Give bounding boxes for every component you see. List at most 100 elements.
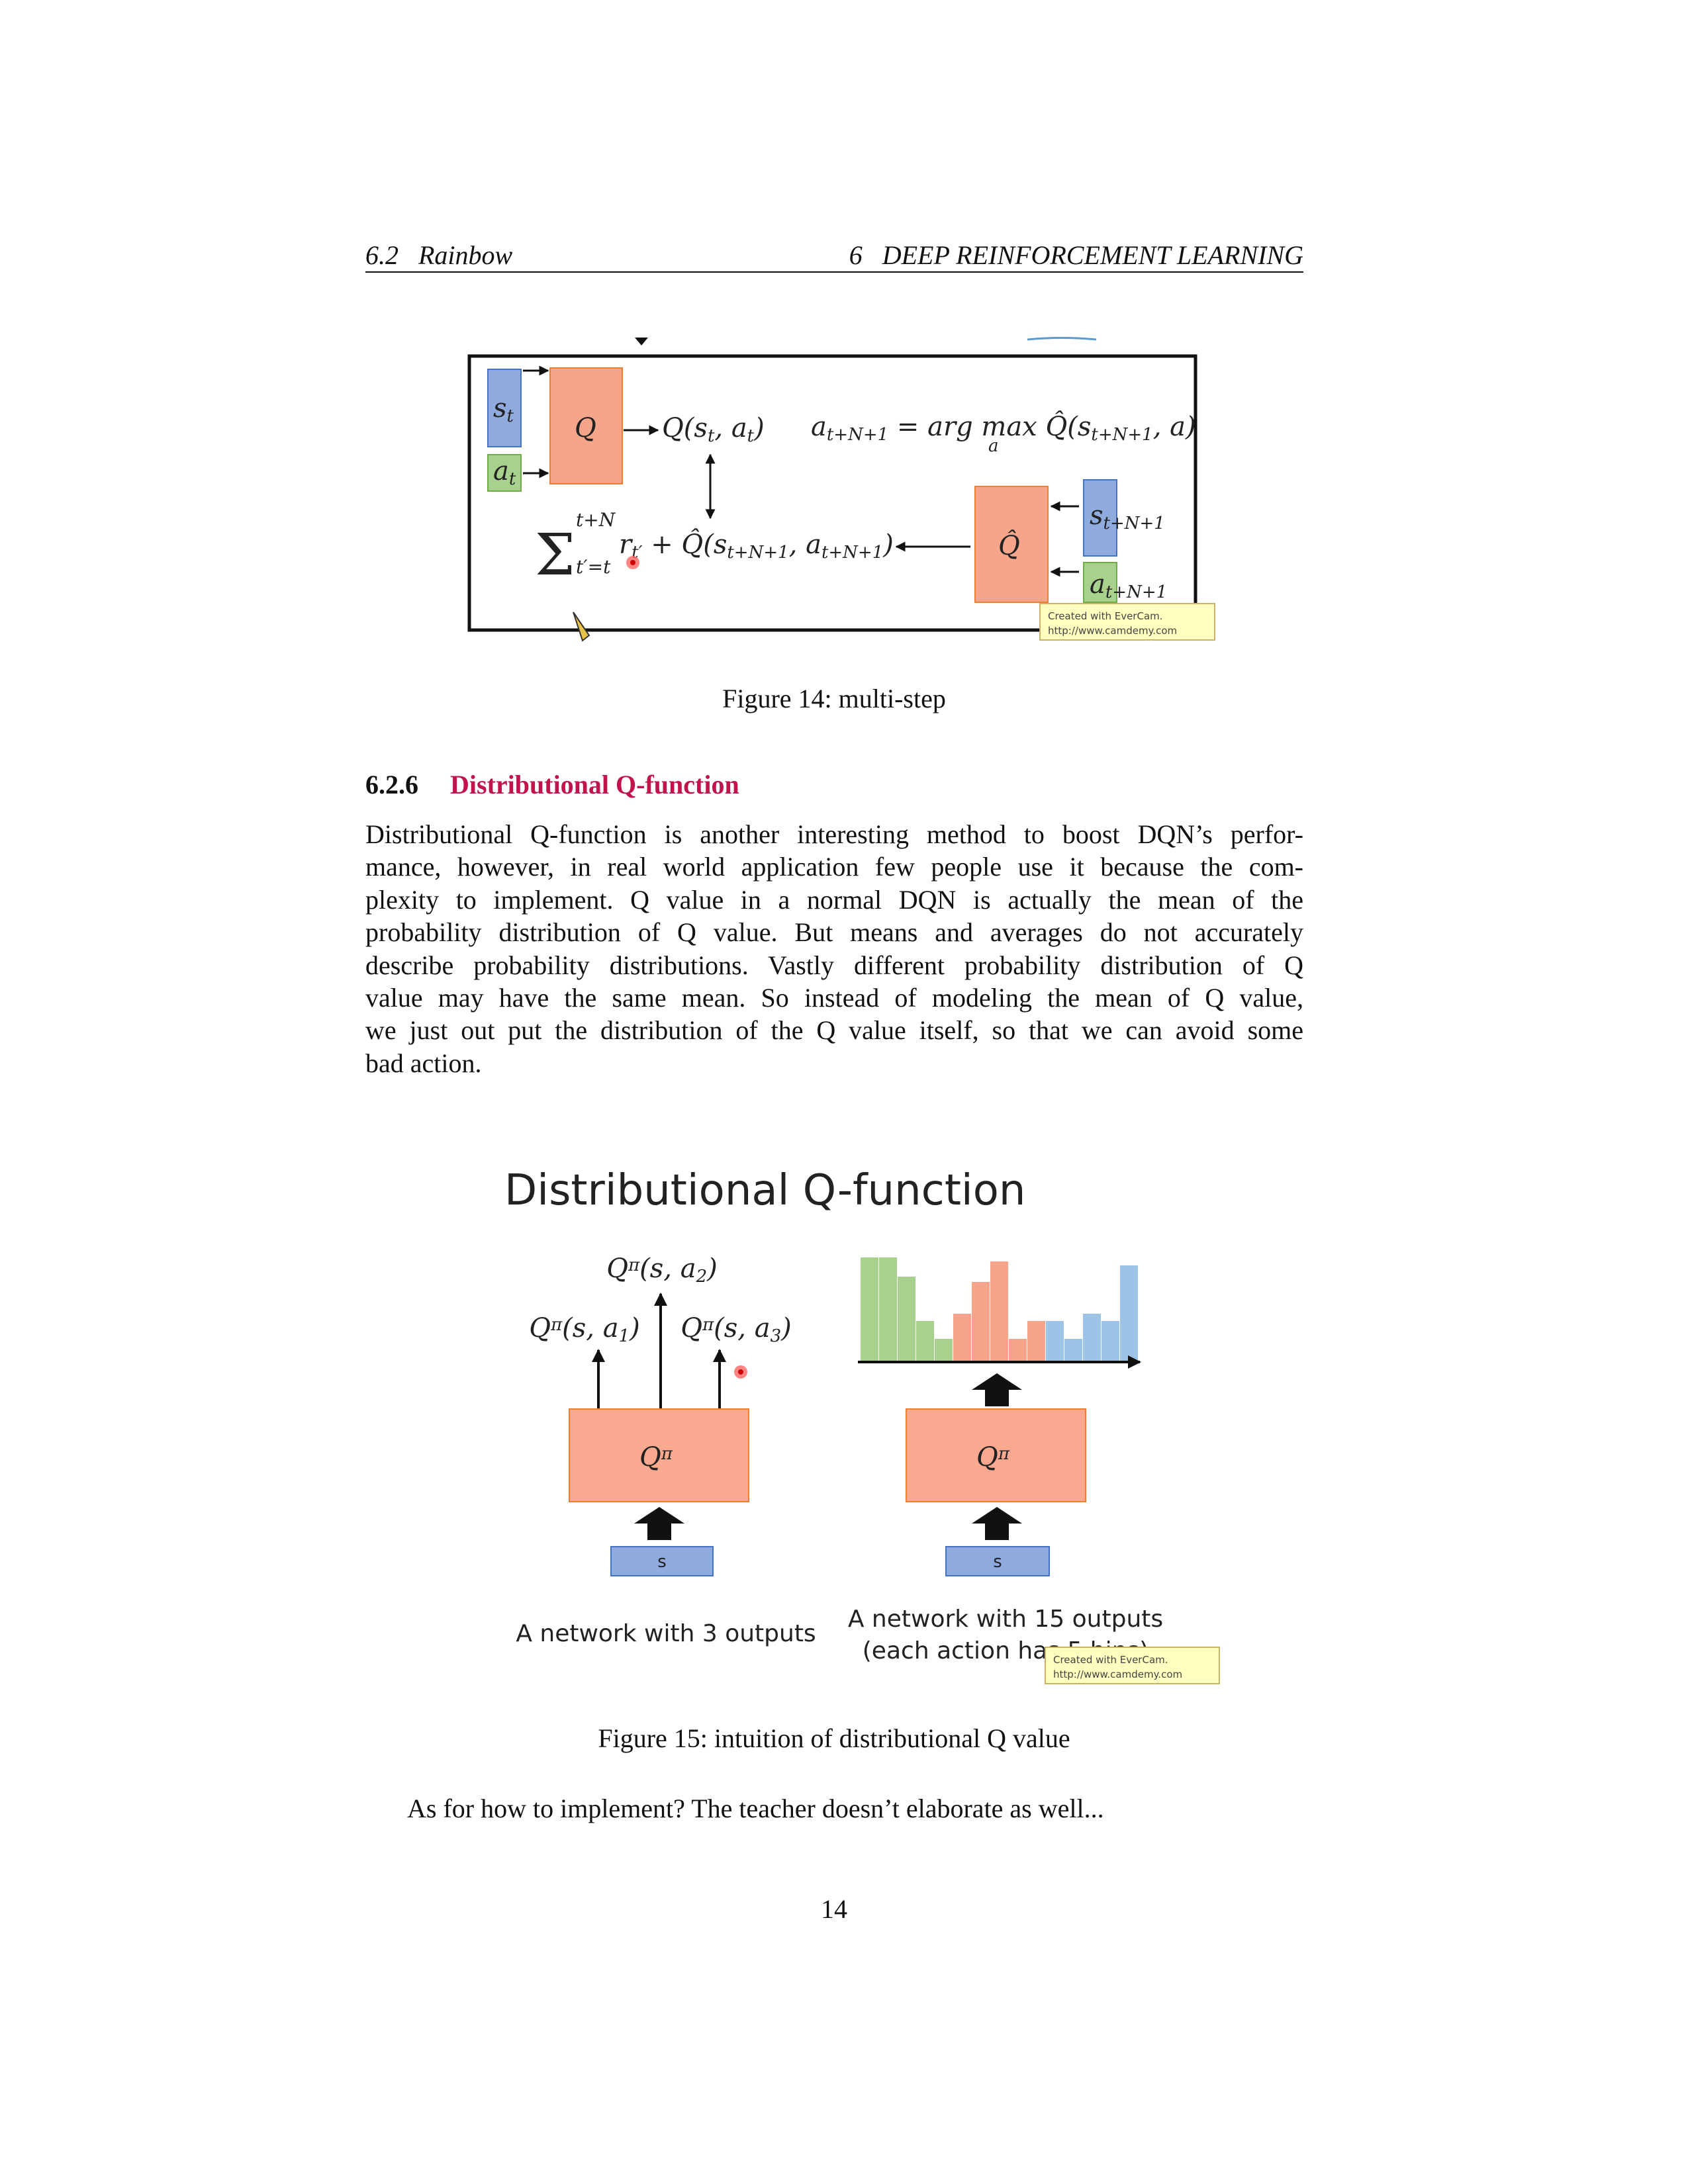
script-part: π [661, 1444, 673, 1464]
running-header-left: 6.2 Rainbow [365, 240, 512, 271]
bin [861, 1257, 878, 1361]
text-part: , a [714, 413, 747, 443]
q-hat-label: Q̂ [998, 531, 1020, 561]
section-number: 6.2.6 [365, 770, 418, 799]
frame [467, 354, 1197, 632]
text-part: ) [780, 1313, 792, 1343]
script-part: 2 [696, 1267, 708, 1287]
text-part: r [619, 529, 633, 560]
text-part: s [493, 393, 507, 424]
header-chapter-number: 6 [849, 240, 863, 270]
target-network [974, 486, 1049, 603]
bin [990, 1261, 1008, 1361]
text-part: Q [976, 1442, 998, 1473]
bin [916, 1321, 934, 1361]
watermark-url: http://www.camdemy.com [1048, 625, 1177, 637]
bin [879, 1257, 897, 1361]
text-part: ) [753, 413, 765, 443]
script-part: t [708, 426, 715, 446]
paragraph-line: plexity to implement. Q value in a norma… [365, 884, 1303, 915]
text-part: , a) [1153, 412, 1196, 442]
thick-arrow [972, 1373, 1022, 1406]
text-part: ) [882, 529, 894, 560]
script-part: 1 [619, 1326, 630, 1346]
next-state-label: st+N+1 [1090, 500, 1165, 533]
text-part: Q [680, 1313, 702, 1343]
argmax-equation: at+N+1 = arg max Q̂(st+N+1, a) [811, 412, 1196, 445]
text-part: s [1090, 500, 1103, 531]
figure-15: Distributional Q-function Qπ(s, a2) Qπ(s… [504, 1166, 1220, 1684]
section-title: Distributional Q-function [450, 770, 739, 799]
text-part: = arg max Q̂(s [888, 412, 1091, 442]
output-label: Qπ(s, a3) [680, 1313, 791, 1346]
thick-arrow [634, 1507, 684, 1540]
argmax-subscript: a [988, 436, 999, 456]
input-box [610, 1546, 714, 1576]
pointer-dot-center [738, 1369, 743, 1375]
script-part: t+N+1 [727, 543, 788, 563]
paragraph-line: we just out put the distribution of the … [365, 1015, 1303, 1046]
target-expression: rt′ + Q̂(st+N+1, at+N+1) [619, 529, 894, 563]
text-part: (s, a [714, 1313, 770, 1343]
script-part: t+N+1 [821, 543, 883, 563]
script-part: π [628, 1255, 640, 1275]
script-part: π [998, 1444, 1010, 1464]
script-part: t+N+1 [827, 425, 888, 445]
bin [935, 1339, 953, 1361]
running-header-right: 6 DEEP REINFORCEMENT LEARNING [849, 240, 1303, 271]
next-state-box [1083, 479, 1117, 557]
sum-upper: t+N [576, 509, 616, 531]
watermark-url: http://www.camdemy.com [1053, 1668, 1182, 1680]
script-part: t+N+1 [1091, 425, 1152, 445]
figure-caption: Figure 14: multi-step [722, 684, 946, 713]
action-box [487, 454, 522, 492]
network-caption: A network with 3 outputs [516, 1620, 816, 1647]
text-part: Q [639, 1442, 661, 1473]
network-label: Qπ [976, 1442, 1010, 1473]
output-label: Qπ(s, a2) [606, 1253, 717, 1287]
script-part: π [550, 1315, 563, 1335]
text-part: a [1090, 569, 1105, 600]
q-label: Q [575, 413, 596, 443]
q-output: Q(st, at) [662, 413, 765, 446]
header-chapter-title: DEEP REINFORCEMENT LEARNING [882, 240, 1303, 270]
input-label: s [993, 1552, 1002, 1572]
bin [1027, 1321, 1045, 1361]
bin [898, 1277, 915, 1361]
text-part: ) [629, 1313, 640, 1343]
script-part: t [507, 406, 514, 426]
figure-title: Distributional Q-function [504, 1166, 1025, 1215]
text-part: , a [789, 529, 821, 560]
bin [1064, 1339, 1082, 1361]
script-part: t [747, 426, 755, 446]
text-part: Q(s [662, 413, 708, 443]
watermark-text: Created with EverCam. [1048, 610, 1163, 622]
text-part: (s, a [562, 1313, 618, 1343]
script-part: t [509, 469, 516, 489]
watermark-box [1045, 1647, 1220, 1684]
text-part: + Q̂(s [642, 529, 727, 560]
script-part: t+N+1 [1103, 514, 1165, 533]
cursor-marker [635, 338, 648, 345]
paragraph: Distributional Q-function is another int… [365, 818, 1303, 1079]
figure-caption: Figure 15: intuition of distributional Q… [598, 1723, 1070, 1753]
sum-lower: t′=t [576, 556, 611, 578]
watermark-box [1039, 603, 1215, 641]
next-action-label: at+N+1 [1090, 569, 1167, 602]
histogram [858, 1257, 1141, 1369]
thick-arrow [972, 1507, 1022, 1540]
text-part: ) [706, 1253, 718, 1284]
paragraph-line: bad action. [365, 1048, 482, 1078]
bin [972, 1282, 990, 1361]
state-label: st [493, 393, 514, 426]
paragraph-line: probability distribution of Q value. But… [365, 917, 1303, 948]
header-rule [365, 271, 1303, 273]
paragraph-line: describe probability distributions. Vast… [365, 950, 1303, 980]
header-section-title: Rainbow [418, 240, 513, 270]
text-part: Q [529, 1313, 551, 1343]
figure-14: st at Q Q(st, at) at+N+1 = arg max Q̂(st… [467, 337, 1215, 642]
network-box [569, 1408, 749, 1502]
paragraph-line: Distributional Q-function is another int… [365, 819, 1303, 849]
bin [1009, 1339, 1027, 1361]
